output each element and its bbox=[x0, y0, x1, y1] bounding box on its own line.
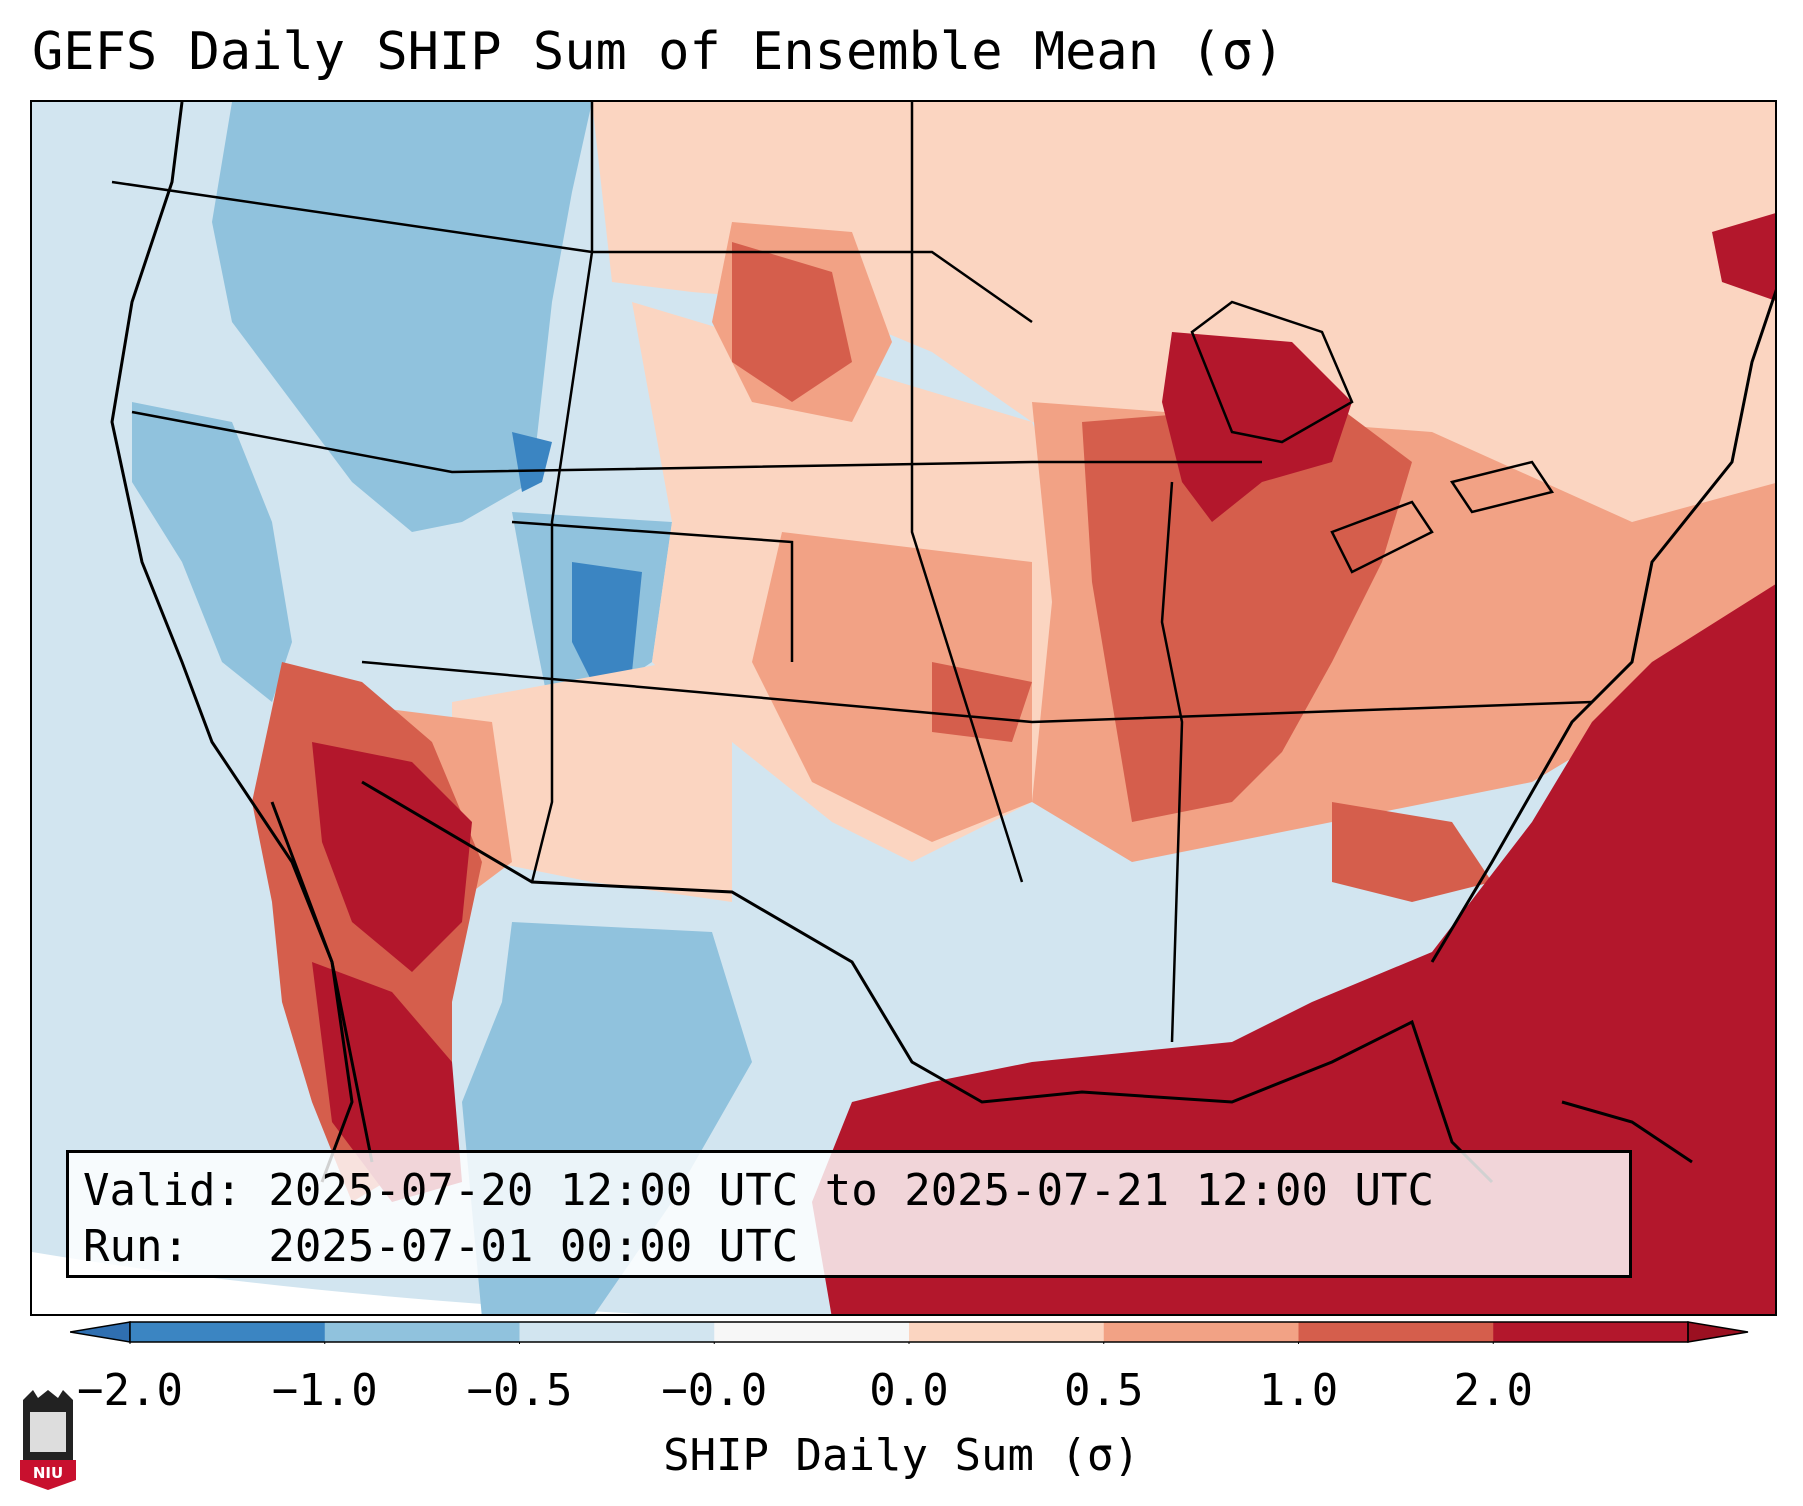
state-border-colorado bbox=[511, 520, 794, 662]
colorbar-bin bbox=[1298, 1322, 1494, 1342]
state-border-vertical-central bbox=[910, 102, 1024, 883]
anomaly-region-oklahoma bbox=[932, 662, 1032, 742]
anomaly-region-georgia bbox=[1332, 802, 1492, 902]
valid-run-info-box: Valid: 2025-07-20 12:00 UTC to 2025-07-2… bbox=[66, 1150, 1632, 1278]
logo-label: NIU bbox=[33, 1464, 63, 1482]
valid-time-text: Valid: 2025-07-20 12:00 UTC to 2025-07-2… bbox=[83, 1165, 1435, 1216]
anomaly-region-new-england bbox=[1712, 213, 1775, 301]
colorbar-tick-label: 0.5 bbox=[1064, 1365, 1144, 1416]
colorbar-bin bbox=[1103, 1322, 1299, 1342]
colorbar-bins bbox=[70, 1321, 1749, 1344]
state-border-middle bbox=[361, 660, 1593, 724]
colorbar-tick-label: −0.5 bbox=[466, 1365, 573, 1416]
state-border-mississippi bbox=[1160, 481, 1184, 1043]
lake-michigan-outline bbox=[1190, 300, 1354, 444]
colorbar-extend-min bbox=[70, 1321, 131, 1343]
colorbar-bin bbox=[130, 1322, 326, 1342]
anomaly-region-arizona-south bbox=[312, 742, 472, 972]
colorbar-tick-label: −0.0 bbox=[661, 1365, 768, 1416]
state-border-north bbox=[131, 410, 1262, 474]
anomaly-region-new-mexico bbox=[452, 662, 732, 902]
lake-erie-outline bbox=[1330, 500, 1434, 574]
gulf-coastline bbox=[361, 780, 1494, 1184]
ship-anomaly-map bbox=[32, 102, 1775, 1314]
colorbar-bin bbox=[519, 1322, 715, 1342]
atlantic-coastline bbox=[1430, 289, 1775, 963]
projection-edge bbox=[32, 1252, 644, 1314]
logo-banner bbox=[20, 1460, 76, 1490]
anomaly-region-gulf-of-california bbox=[312, 962, 462, 1202]
anomaly-region-north-dakota bbox=[732, 242, 852, 402]
anomaly-region-kansas bbox=[752, 532, 1032, 842]
colorbar-bin bbox=[324, 1322, 520, 1342]
anomaly-region-california bbox=[132, 402, 292, 702]
lake-ontario-outline bbox=[1449, 460, 1555, 514]
colorbar-tick-label: 0.0 bbox=[869, 1365, 949, 1416]
colorbar-tick-label: −2.0 bbox=[77, 1365, 183, 1416]
anomaly-region-colorado bbox=[572, 562, 642, 682]
colorbar-bin bbox=[1493, 1322, 1689, 1342]
niu-logo-icon: NIU bbox=[20, 1390, 76, 1490]
state-border-vertical-west bbox=[530, 102, 594, 883]
colorbar bbox=[70, 1321, 1749, 1344]
colorbar-tick-label: −1.0 bbox=[271, 1365, 378, 1416]
logo-window bbox=[30, 1412, 66, 1452]
colorbar-bin bbox=[714, 1322, 910, 1342]
colorbar-bin bbox=[909, 1322, 1105, 1342]
run-time-text: Run: 2025-07-01 00:00 UTC bbox=[83, 1221, 799, 1272]
anomaly-region-gulf-atlantic bbox=[812, 584, 1775, 1314]
baja-coastline bbox=[270, 801, 354, 1183]
anomaly-region-great-lakes bbox=[1162, 332, 1352, 522]
colorbar-extend-max bbox=[1687, 1321, 1749, 1343]
colorbar-tick-label: 2.0 bbox=[1453, 1365, 1533, 1416]
anomaly-region-wyoming bbox=[512, 432, 552, 492]
colorbar-label: SHIP Daily Sum (σ) bbox=[663, 1430, 1140, 1481]
map-panel bbox=[30, 100, 1777, 1316]
anomaly-region-north bbox=[592, 102, 1775, 522]
canada-border bbox=[111, 180, 1033, 324]
cuba-coastline bbox=[1561, 1100, 1693, 1164]
colorbar-tick-label: 1.0 bbox=[1258, 1365, 1339, 1416]
logo-crown bbox=[23, 1390, 73, 1400]
chart-title: GEFS Daily SHIP Sum of Ensemble Mean (σ) bbox=[32, 22, 1285, 82]
